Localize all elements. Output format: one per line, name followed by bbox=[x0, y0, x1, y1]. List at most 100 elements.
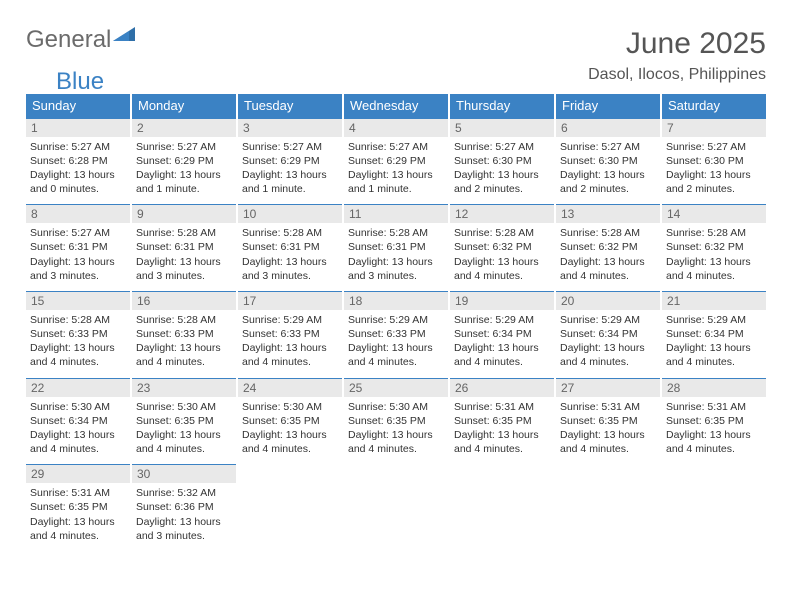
day-cell: 26Sunrise: 5:31 AMSunset: 6:35 PMDayligh… bbox=[450, 378, 554, 465]
calendar-grid: SundayMondayTuesdayWednesdayThursdayFrid… bbox=[26, 94, 766, 551]
sunrise-line: Sunrise: 5:28 AM bbox=[348, 226, 444, 240]
sunrise-line: Sunrise: 5:27 AM bbox=[454, 140, 550, 154]
day-info: Sunrise: 5:28 AMSunset: 6:31 PMDaylight:… bbox=[344, 223, 448, 283]
sunset-line: Sunset: 6:33 PM bbox=[348, 327, 444, 341]
day-info: Sunrise: 5:30 AMSunset: 6:35 PMDaylight:… bbox=[132, 397, 236, 457]
sunset-line: Sunset: 6:36 PM bbox=[136, 500, 232, 514]
day-number: 7 bbox=[662, 119, 766, 137]
day-cell: 11Sunrise: 5:28 AMSunset: 6:31 PMDayligh… bbox=[344, 204, 448, 291]
day-info: Sunrise: 5:29 AMSunset: 6:33 PMDaylight:… bbox=[344, 310, 448, 370]
sunset-line: Sunset: 6:34 PM bbox=[666, 327, 762, 341]
day-info: Sunrise: 5:30 AMSunset: 6:34 PMDaylight:… bbox=[26, 397, 130, 457]
sunrise-line: Sunrise: 5:27 AM bbox=[348, 140, 444, 154]
daylight-line: Daylight: 13 hours and 2 minutes. bbox=[454, 168, 550, 196]
day-cell: 23Sunrise: 5:30 AMSunset: 6:35 PMDayligh… bbox=[132, 378, 236, 465]
sunrise-line: Sunrise: 5:28 AM bbox=[136, 313, 232, 327]
sunrise-line: Sunrise: 5:29 AM bbox=[348, 313, 444, 327]
day-info: Sunrise: 5:27 AMSunset: 6:29 PMDaylight:… bbox=[132, 137, 236, 197]
daylight-line: Daylight: 13 hours and 4 minutes. bbox=[454, 341, 550, 369]
day-info: Sunrise: 5:27 AMSunset: 6:30 PMDaylight:… bbox=[662, 137, 766, 197]
day-number: 4 bbox=[344, 119, 448, 137]
sunrise-line: Sunrise: 5:30 AM bbox=[30, 400, 126, 414]
sunrise-line: Sunrise: 5:28 AM bbox=[454, 226, 550, 240]
sunrise-line: Sunrise: 5:29 AM bbox=[560, 313, 656, 327]
empty-cell bbox=[450, 464, 554, 551]
day-number: 25 bbox=[344, 379, 448, 397]
day-info: Sunrise: 5:28 AMSunset: 6:31 PMDaylight:… bbox=[132, 223, 236, 283]
brand-part1: General bbox=[26, 28, 111, 52]
sunset-line: Sunset: 6:28 PM bbox=[30, 154, 126, 168]
sunrise-line: Sunrise: 5:30 AM bbox=[242, 400, 338, 414]
weekday-header: Friday bbox=[556, 94, 660, 118]
day-cell: 3Sunrise: 5:27 AMSunset: 6:29 PMDaylight… bbox=[238, 118, 342, 205]
location-subtitle: Dasol, Ilocos, Philippines bbox=[588, 66, 766, 84]
day-info: Sunrise: 5:29 AMSunset: 6:34 PMDaylight:… bbox=[450, 310, 554, 370]
day-number: 22 bbox=[26, 379, 130, 397]
day-number: 8 bbox=[26, 205, 130, 223]
sunrise-line: Sunrise: 5:27 AM bbox=[30, 226, 126, 240]
daylight-line: Daylight: 13 hours and 4 minutes. bbox=[30, 515, 126, 543]
day-cell: 20Sunrise: 5:29 AMSunset: 6:34 PMDayligh… bbox=[556, 291, 660, 378]
empty-cell bbox=[662, 464, 766, 551]
empty-cell bbox=[238, 464, 342, 551]
sunset-line: Sunset: 6:34 PM bbox=[454, 327, 550, 341]
day-cell: 28Sunrise: 5:31 AMSunset: 6:35 PMDayligh… bbox=[662, 378, 766, 465]
sunset-line: Sunset: 6:35 PM bbox=[560, 414, 656, 428]
weekday-header: Tuesday bbox=[238, 94, 342, 118]
day-number: 21 bbox=[662, 292, 766, 310]
daylight-line: Daylight: 13 hours and 4 minutes. bbox=[30, 341, 126, 369]
day-number: 23 bbox=[132, 379, 236, 397]
month-title: June 2025 bbox=[626, 28, 766, 60]
daylight-line: Daylight: 13 hours and 4 minutes. bbox=[348, 341, 444, 369]
daylight-line: Daylight: 13 hours and 1 minute. bbox=[242, 168, 338, 196]
sunset-line: Sunset: 6:30 PM bbox=[666, 154, 762, 168]
day-cell: 9Sunrise: 5:28 AMSunset: 6:31 PMDaylight… bbox=[132, 204, 236, 291]
day-cell: 17Sunrise: 5:29 AMSunset: 6:33 PMDayligh… bbox=[238, 291, 342, 378]
day-info: Sunrise: 5:28 AMSunset: 6:32 PMDaylight:… bbox=[556, 223, 660, 283]
day-number: 18 bbox=[344, 292, 448, 310]
daylight-line: Daylight: 13 hours and 4 minutes. bbox=[242, 341, 338, 369]
day-info: Sunrise: 5:28 AMSunset: 6:32 PMDaylight:… bbox=[450, 223, 554, 283]
sunrise-line: Sunrise: 5:27 AM bbox=[666, 140, 762, 154]
sunrise-line: Sunrise: 5:27 AM bbox=[30, 140, 126, 154]
day-number: 16 bbox=[132, 292, 236, 310]
day-cell: 29Sunrise: 5:31 AMSunset: 6:35 PMDayligh… bbox=[26, 464, 130, 551]
day-number: 9 bbox=[132, 205, 236, 223]
sunrise-line: Sunrise: 5:31 AM bbox=[560, 400, 656, 414]
day-info: Sunrise: 5:31 AMSunset: 6:35 PMDaylight:… bbox=[662, 397, 766, 457]
sunset-line: Sunset: 6:29 PM bbox=[242, 154, 338, 168]
day-cell: 12Sunrise: 5:28 AMSunset: 6:32 PMDayligh… bbox=[450, 204, 554, 291]
day-cell: 22Sunrise: 5:30 AMSunset: 6:34 PMDayligh… bbox=[26, 378, 130, 465]
day-cell: 15Sunrise: 5:28 AMSunset: 6:33 PMDayligh… bbox=[26, 291, 130, 378]
daylight-line: Daylight: 13 hours and 1 minute. bbox=[136, 168, 232, 196]
weekday-header: Wednesday bbox=[344, 94, 448, 118]
daylight-line: Daylight: 13 hours and 4 minutes. bbox=[666, 341, 762, 369]
daylight-line: Daylight: 13 hours and 0 minutes. bbox=[30, 168, 126, 196]
day-cell: 1Sunrise: 5:27 AMSunset: 6:28 PMDaylight… bbox=[26, 118, 130, 205]
day-number: 12 bbox=[450, 205, 554, 223]
day-cell: 21Sunrise: 5:29 AMSunset: 6:34 PMDayligh… bbox=[662, 291, 766, 378]
sunset-line: Sunset: 6:35 PM bbox=[454, 414, 550, 428]
day-cell: 4Sunrise: 5:27 AMSunset: 6:29 PMDaylight… bbox=[344, 118, 448, 205]
daylight-line: Daylight: 13 hours and 4 minutes. bbox=[242, 428, 338, 456]
daylight-line: Daylight: 13 hours and 4 minutes. bbox=[136, 341, 232, 369]
daylight-line: Daylight: 13 hours and 4 minutes. bbox=[560, 341, 656, 369]
sunset-line: Sunset: 6:32 PM bbox=[560, 240, 656, 254]
daylight-line: Daylight: 13 hours and 2 minutes. bbox=[666, 168, 762, 196]
sunset-line: Sunset: 6:32 PM bbox=[666, 240, 762, 254]
sunset-line: Sunset: 6:34 PM bbox=[560, 327, 656, 341]
daylight-line: Daylight: 13 hours and 3 minutes. bbox=[30, 255, 126, 283]
empty-cell bbox=[556, 464, 660, 551]
day-cell: 14Sunrise: 5:28 AMSunset: 6:32 PMDayligh… bbox=[662, 204, 766, 291]
day-info: Sunrise: 5:27 AMSunset: 6:30 PMDaylight:… bbox=[450, 137, 554, 197]
sunset-line: Sunset: 6:33 PM bbox=[30, 327, 126, 341]
day-cell: 2Sunrise: 5:27 AMSunset: 6:29 PMDaylight… bbox=[132, 118, 236, 205]
day-cell: 30Sunrise: 5:32 AMSunset: 6:36 PMDayligh… bbox=[132, 464, 236, 551]
weekday-header: Thursday bbox=[450, 94, 554, 118]
day-number: 27 bbox=[556, 379, 660, 397]
sunrise-line: Sunrise: 5:31 AM bbox=[666, 400, 762, 414]
day-cell: 8Sunrise: 5:27 AMSunset: 6:31 PMDaylight… bbox=[26, 204, 130, 291]
sunset-line: Sunset: 6:31 PM bbox=[242, 240, 338, 254]
daylight-line: Daylight: 13 hours and 4 minutes. bbox=[560, 255, 656, 283]
day-cell: 24Sunrise: 5:30 AMSunset: 6:35 PMDayligh… bbox=[238, 378, 342, 465]
